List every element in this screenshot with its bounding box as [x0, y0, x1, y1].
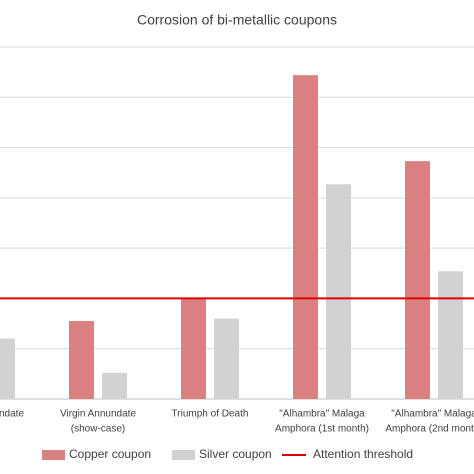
x-tick-label: (show-case)	[71, 424, 125, 435]
bar	[405, 161, 430, 399]
x-tick-label: Amphora (2nd month)	[385, 424, 474, 435]
bar	[438, 271, 463, 399]
bar	[69, 321, 94, 399]
bar	[293, 75, 318, 399]
bar	[214, 318, 239, 399]
bar	[181, 298, 206, 399]
chart-title: Corrosion of bi-metallic coupons	[137, 12, 337, 28]
legend-label: Attention threshold	[313, 447, 413, 461]
x-tick-label: Amphora (1st month)	[275, 424, 369, 435]
legend-label: Copper coupon	[69, 447, 151, 461]
x-tick-label: "Alhambra" Malaga	[279, 409, 365, 420]
x-tick-label: "Alhambra" Malaga	[391, 409, 474, 420]
bar	[326, 184, 351, 399]
bar	[0, 338, 15, 399]
legend-swatch	[172, 450, 195, 460]
bar	[102, 372, 127, 399]
legend-swatch	[42, 450, 65, 460]
x-tick-label: Triumph of Death	[172, 409, 249, 420]
x-tick-label: Virgin Annundate	[60, 409, 136, 420]
x-tick-label: Virgin Annundate	[0, 409, 24, 420]
legend-label: Silver coupon	[199, 447, 272, 461]
